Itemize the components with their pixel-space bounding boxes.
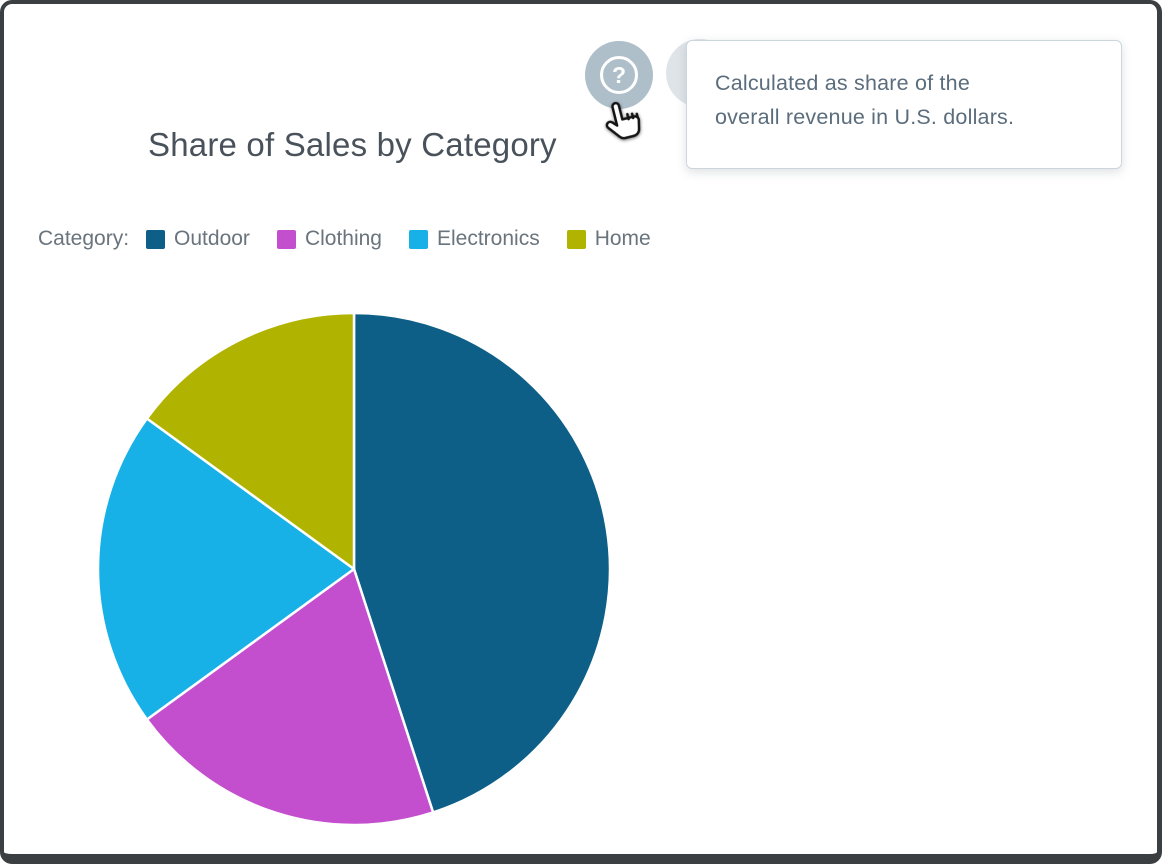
legend-item-outdoor[interactable]: Outdoor — [146, 227, 250, 251]
legend-swatch-outdoor — [146, 229, 166, 249]
legend-item-label: Clothing — [304, 227, 382, 250]
tooltip-text-line-1: Calculated as share of the — [715, 71, 970, 95]
legend-item-label: Electronics — [437, 227, 540, 250]
legend-swatch-electronics — [409, 229, 428, 249]
legend-swatch-home — [566, 229, 586, 249]
legend-item-label: Outdoor — [174, 227, 250, 250]
legend-item-clothing[interactable]: Clothing — [276, 227, 382, 251]
help-button[interactable]: ? — [585, 41, 653, 109]
legend-item-home[interactable]: Home — [566, 227, 651, 251]
tooltip-text-line-2: overall revenue in U.S. dollars. — [715, 105, 1015, 129]
legend-item-electronics[interactable]: Electronics — [409, 227, 540, 251]
pie-slice-outdoor[interactable] — [352, 311, 612, 814]
svg-text:?: ? — [612, 62, 626, 88]
pie-slice-clothing[interactable] — [145, 567, 435, 827]
pie-slice-home[interactable] — [145, 311, 356, 571]
pie-slice-electronics[interactable] — [96, 417, 356, 721]
pie-chart — [96, 311, 612, 827]
legend-swatch-clothing — [276, 229, 296, 249]
question-mark-icon: ? — [600, 56, 638, 94]
help-tooltip: Calculated as share of the overall reven… — [686, 40, 1122, 169]
legend-items: Outdoor Clothing Electronics Home — [146, 227, 651, 251]
legend: Category: Outdoor Clothing Electronics Home — [38, 227, 651, 251]
page-title: Share of Sales by Category — [148, 126, 557, 163]
legend-item-label: Home — [594, 227, 651, 250]
legend-title: Category: — [38, 227, 130, 250]
